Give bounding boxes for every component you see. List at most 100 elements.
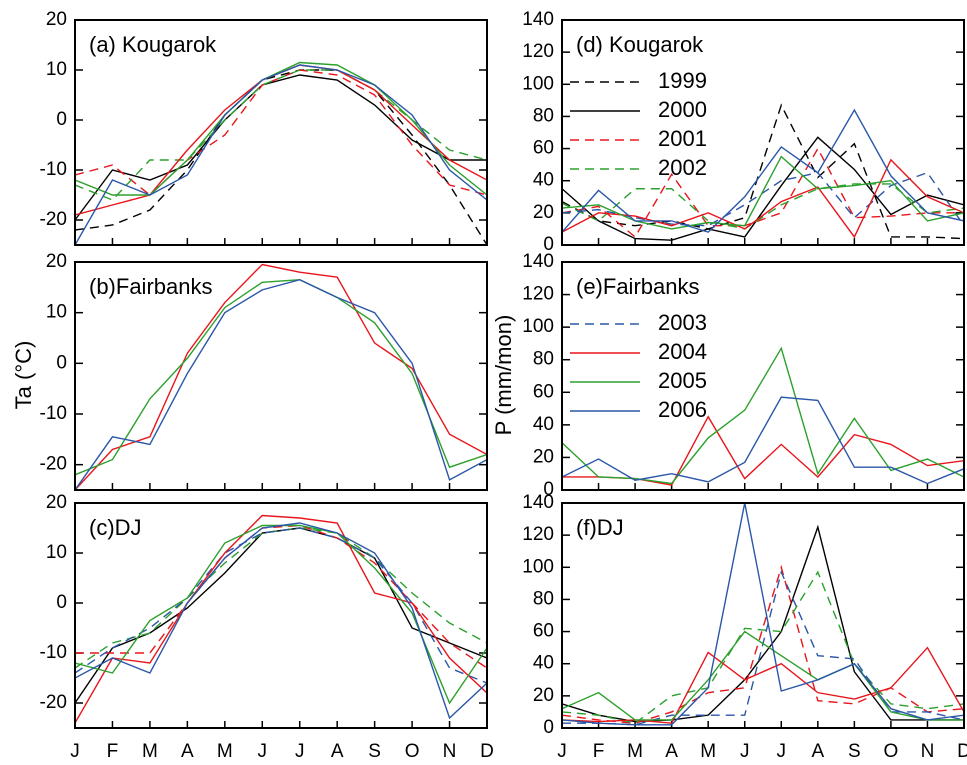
y-tick-label: 60 xyxy=(533,621,554,642)
series-line xyxy=(562,155,964,230)
plot-frame xyxy=(74,19,488,246)
x-tick-label: A xyxy=(331,741,344,762)
panel-title: (e)Fairbanks xyxy=(576,274,699,299)
legend-label: 2004 xyxy=(658,339,707,364)
x-tick-label: A xyxy=(811,741,824,762)
y-tick-label: 100 xyxy=(522,316,554,337)
x-tick-label: J xyxy=(70,741,80,762)
y-tick-label: 120 xyxy=(522,284,554,305)
y-tick-label: 0 xyxy=(56,352,67,373)
legend-label: 2002 xyxy=(658,155,707,180)
panel-title: (f)DJ xyxy=(576,515,624,540)
series-line xyxy=(75,69,487,196)
y-tick-label: 140 xyxy=(522,492,554,513)
x-tick-label: D xyxy=(480,741,494,762)
series-line xyxy=(75,64,487,245)
y-tick-label: 20 xyxy=(533,685,554,706)
panel-title: (a) Kougarok xyxy=(89,32,217,57)
y-tick-label: 10 xyxy=(46,59,67,80)
y-axis-label: P (mm/mon) xyxy=(491,315,516,436)
y-tick-label: 40 xyxy=(533,653,554,674)
legend-label: 2001 xyxy=(658,126,707,151)
y-tick-label: 60 xyxy=(533,381,554,402)
x-tick-label: F xyxy=(107,741,119,762)
y-tick-label: 120 xyxy=(522,41,554,62)
y-tick-label: 120 xyxy=(522,524,554,545)
lines xyxy=(562,103,964,241)
series-line xyxy=(562,108,964,233)
series-line xyxy=(75,527,487,684)
panel: 0 20 40 60 80 100 120 140 (d) Kougarok 1999 2000 20… xyxy=(522,9,965,255)
x-tick-label: M xyxy=(700,741,716,762)
y-tick-label: 40 xyxy=(533,170,554,191)
series-line xyxy=(562,183,964,230)
panel: -20 -10 0 10 20 (b)Fairbanks Ta (°C) xyxy=(11,251,488,491)
series-line xyxy=(75,527,487,704)
series-line xyxy=(75,69,487,201)
y-tick-label: 80 xyxy=(533,349,554,370)
plot-frame xyxy=(561,261,965,491)
y-tick-label: 140 xyxy=(522,9,554,30)
plot-frame xyxy=(561,502,965,729)
series-line xyxy=(562,630,964,721)
y-tick-label: 80 xyxy=(533,105,554,126)
x-tick-label: M xyxy=(217,741,233,762)
series-line xyxy=(75,527,487,669)
y-tick-label: 80 xyxy=(533,588,554,609)
y-tick-label: -10 xyxy=(40,403,67,424)
series-line xyxy=(75,524,487,669)
lines xyxy=(75,61,487,245)
series-line xyxy=(75,64,487,216)
panel-title: (b)Fairbanks xyxy=(89,274,212,299)
x-tick-label: S xyxy=(368,741,381,762)
y-tick-label: 40 xyxy=(533,414,554,435)
y-tick-label: -20 xyxy=(40,692,67,713)
series-line xyxy=(562,524,964,723)
x-tick-label: J xyxy=(557,741,567,762)
series-line xyxy=(75,522,487,720)
series-line xyxy=(562,103,964,240)
y-tick-label: -20 xyxy=(40,209,67,230)
series-line xyxy=(562,346,964,485)
y-tick-label: 20 xyxy=(533,446,554,467)
y-tick-label: -20 xyxy=(40,454,67,475)
x-tick-label: J xyxy=(740,741,750,762)
x-tick-label: J xyxy=(258,741,268,762)
panel: 0 20 40 60 80 100 120 140 J F M A M J J A S O N D (f)DJ xyxy=(522,492,967,762)
legend-label: 2006 xyxy=(658,397,707,422)
x-tick-label: A xyxy=(665,741,678,762)
y-tick-label: 0 xyxy=(543,479,554,500)
panel-title: (d) Kougarok xyxy=(576,32,704,57)
lines xyxy=(75,263,487,490)
plot-frame xyxy=(74,502,488,729)
y-tick-label: 20 xyxy=(46,9,67,30)
legend-label: 2000 xyxy=(658,97,707,122)
x-tick-label: N xyxy=(443,741,457,762)
y-tick-label: 140 xyxy=(522,251,554,272)
series-line xyxy=(75,279,487,476)
panel: -20 -10 0 10 20 J F M A M J J A S O N D (c)DJ xyxy=(40,492,494,762)
y-tick-label: 20 xyxy=(533,202,554,223)
series-line xyxy=(562,171,964,227)
legend-label: 1999 xyxy=(658,68,707,93)
y-tick-label: 0 xyxy=(56,109,67,130)
series-line xyxy=(562,570,964,724)
legend-label: 2003 xyxy=(658,310,707,335)
series-line xyxy=(75,263,487,490)
lines xyxy=(75,514,487,724)
series-line xyxy=(75,74,487,221)
lines xyxy=(562,503,964,726)
x-tick-label: M xyxy=(142,741,158,762)
y-tick-label: 100 xyxy=(522,73,554,94)
x-tick-label: N xyxy=(921,741,935,762)
x-tick-label: O xyxy=(884,741,899,762)
x-tick-label: A xyxy=(181,741,194,762)
y-tick-label: -10 xyxy=(40,159,67,180)
panel: 0 20 40 60 80 100 120 140 (e)Fairbanks P (mm/mon)… xyxy=(491,251,965,500)
series-line xyxy=(75,514,487,724)
series-line xyxy=(562,136,964,241)
plot-frame xyxy=(561,19,965,246)
y-tick-label: -10 xyxy=(40,642,67,663)
y-tick-label: 0 xyxy=(543,234,554,255)
y-tick-label: 20 xyxy=(46,251,67,272)
